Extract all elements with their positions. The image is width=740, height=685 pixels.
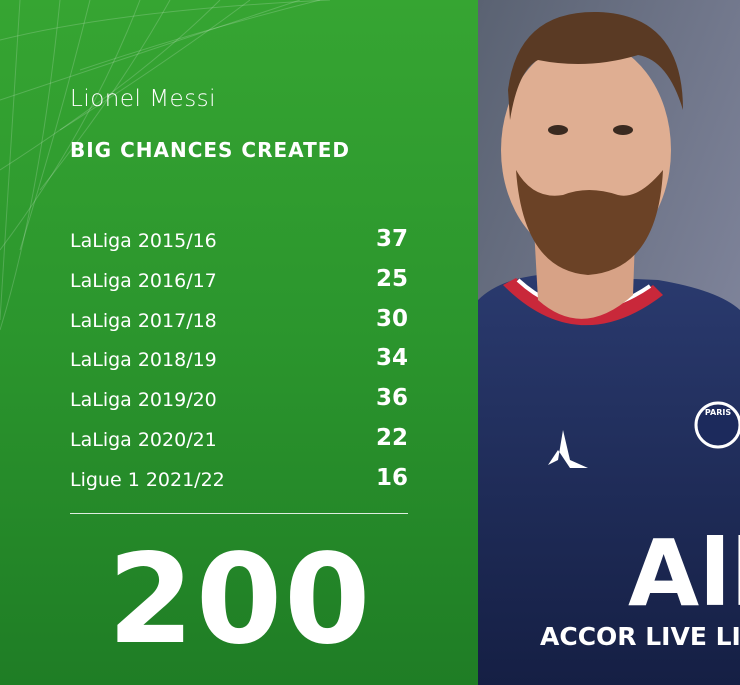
season-label: LaLiga 2020/21 xyxy=(70,429,217,451)
season-value: 36 xyxy=(375,385,408,412)
season-row: LaLiga 2017/18 30 xyxy=(70,306,408,342)
season-value: 34 xyxy=(375,345,408,372)
sponsor-mark: All xyxy=(628,520,740,627)
player-name: Lionel Messi xyxy=(70,86,217,112)
player-photo: PARIS All ACCOR LIVE LIM xyxy=(478,0,740,685)
season-row: LaLiga 2018/19 34 xyxy=(70,345,408,381)
sponsor-text: ACCOR LIVE LIM xyxy=(540,622,740,651)
season-row: Ligue 1 2021/22 16 xyxy=(70,465,408,501)
season-row: LaLiga 2020/21 22 xyxy=(70,425,408,461)
season-label: LaLiga 2019/20 xyxy=(70,389,217,412)
total: 200 xyxy=(107,528,373,672)
season-row: LaLiga 2019/20 36 xyxy=(70,385,408,421)
season-label: Ligue 1 2021/22 xyxy=(70,468,225,491)
season-value: 25 xyxy=(375,265,408,292)
season-value: 30 xyxy=(375,305,408,332)
stat-title: BIG CHANCES CREATED xyxy=(70,138,350,162)
season-row: LaLiga 2016/17 25 xyxy=(70,266,408,302)
crest-text: PARIS xyxy=(705,408,731,417)
season-value: 37 xyxy=(375,226,408,252)
season-label: LaLiga 2018/19 xyxy=(70,349,217,372)
goal-net xyxy=(0,0,331,331)
season-row: LaLiga 2015/16 37 xyxy=(70,226,408,262)
season-value: 22 xyxy=(375,425,408,451)
season-label: LaLiga 2016/17 xyxy=(70,269,217,292)
green-panel: Lionel Messi BIG CHANCES CREATED LaLiga … xyxy=(0,0,478,685)
season-value: 16 xyxy=(375,464,408,491)
divider xyxy=(70,513,408,514)
season-label: LaLiga 2015/16 xyxy=(70,230,217,252)
season-label: LaLiga 2017/18 xyxy=(70,309,217,332)
